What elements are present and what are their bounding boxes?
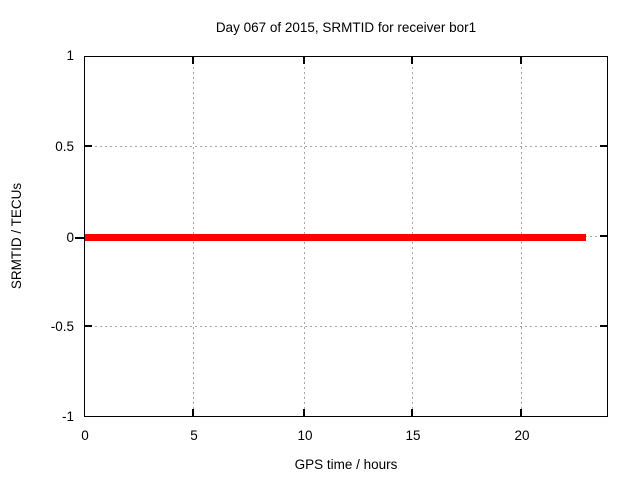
x-tick-label-20: 20 <box>514 428 530 443</box>
chart-title: Day 067 of 2015, SRMTID for receiver bor… <box>215 20 477 35</box>
tick-x-10-top <box>303 57 305 64</box>
x-axis-label: GPS time / hours <box>294 457 398 472</box>
x-tick-label-5: 5 <box>190 428 198 443</box>
tick-x-5-top <box>192 57 194 64</box>
grid-line-h-m0p5 <box>85 326 607 327</box>
plot-area <box>84 56 608 417</box>
tick-y-m0p5-left <box>85 325 92 327</box>
y-tick-label-0p5: 0.5 <box>55 139 74 154</box>
y-tick-label-m1: -1 <box>61 409 74 424</box>
tick-x-20-bottom <box>520 409 522 416</box>
tick-x-20-top <box>520 57 522 64</box>
tick-y-0p5-left <box>85 145 92 147</box>
grid-line-h-0p5 <box>85 146 607 147</box>
series-line-srmtid <box>85 234 586 241</box>
x-tick-label-10: 10 <box>297 428 313 443</box>
y-tick-label-1: 1 <box>66 48 74 63</box>
tick-y-0p5-right <box>600 145 607 147</box>
x-tick-label-15: 15 <box>405 428 421 443</box>
tick-y-m0p5-right <box>600 325 607 327</box>
tick-x-10-bottom <box>303 409 305 416</box>
y-tick-label-m0p5: -0.5 <box>50 319 74 334</box>
tick-y-0-right <box>600 235 607 237</box>
y-tick-label-0: 0 <box>66 230 74 245</box>
tick-y-0-outward <box>75 237 84 239</box>
x-tick-label-0: 0 <box>81 428 89 443</box>
tick-x-5-bottom <box>192 409 194 416</box>
tick-x-15-top <box>411 57 413 64</box>
tick-x-15-bottom <box>411 409 413 416</box>
